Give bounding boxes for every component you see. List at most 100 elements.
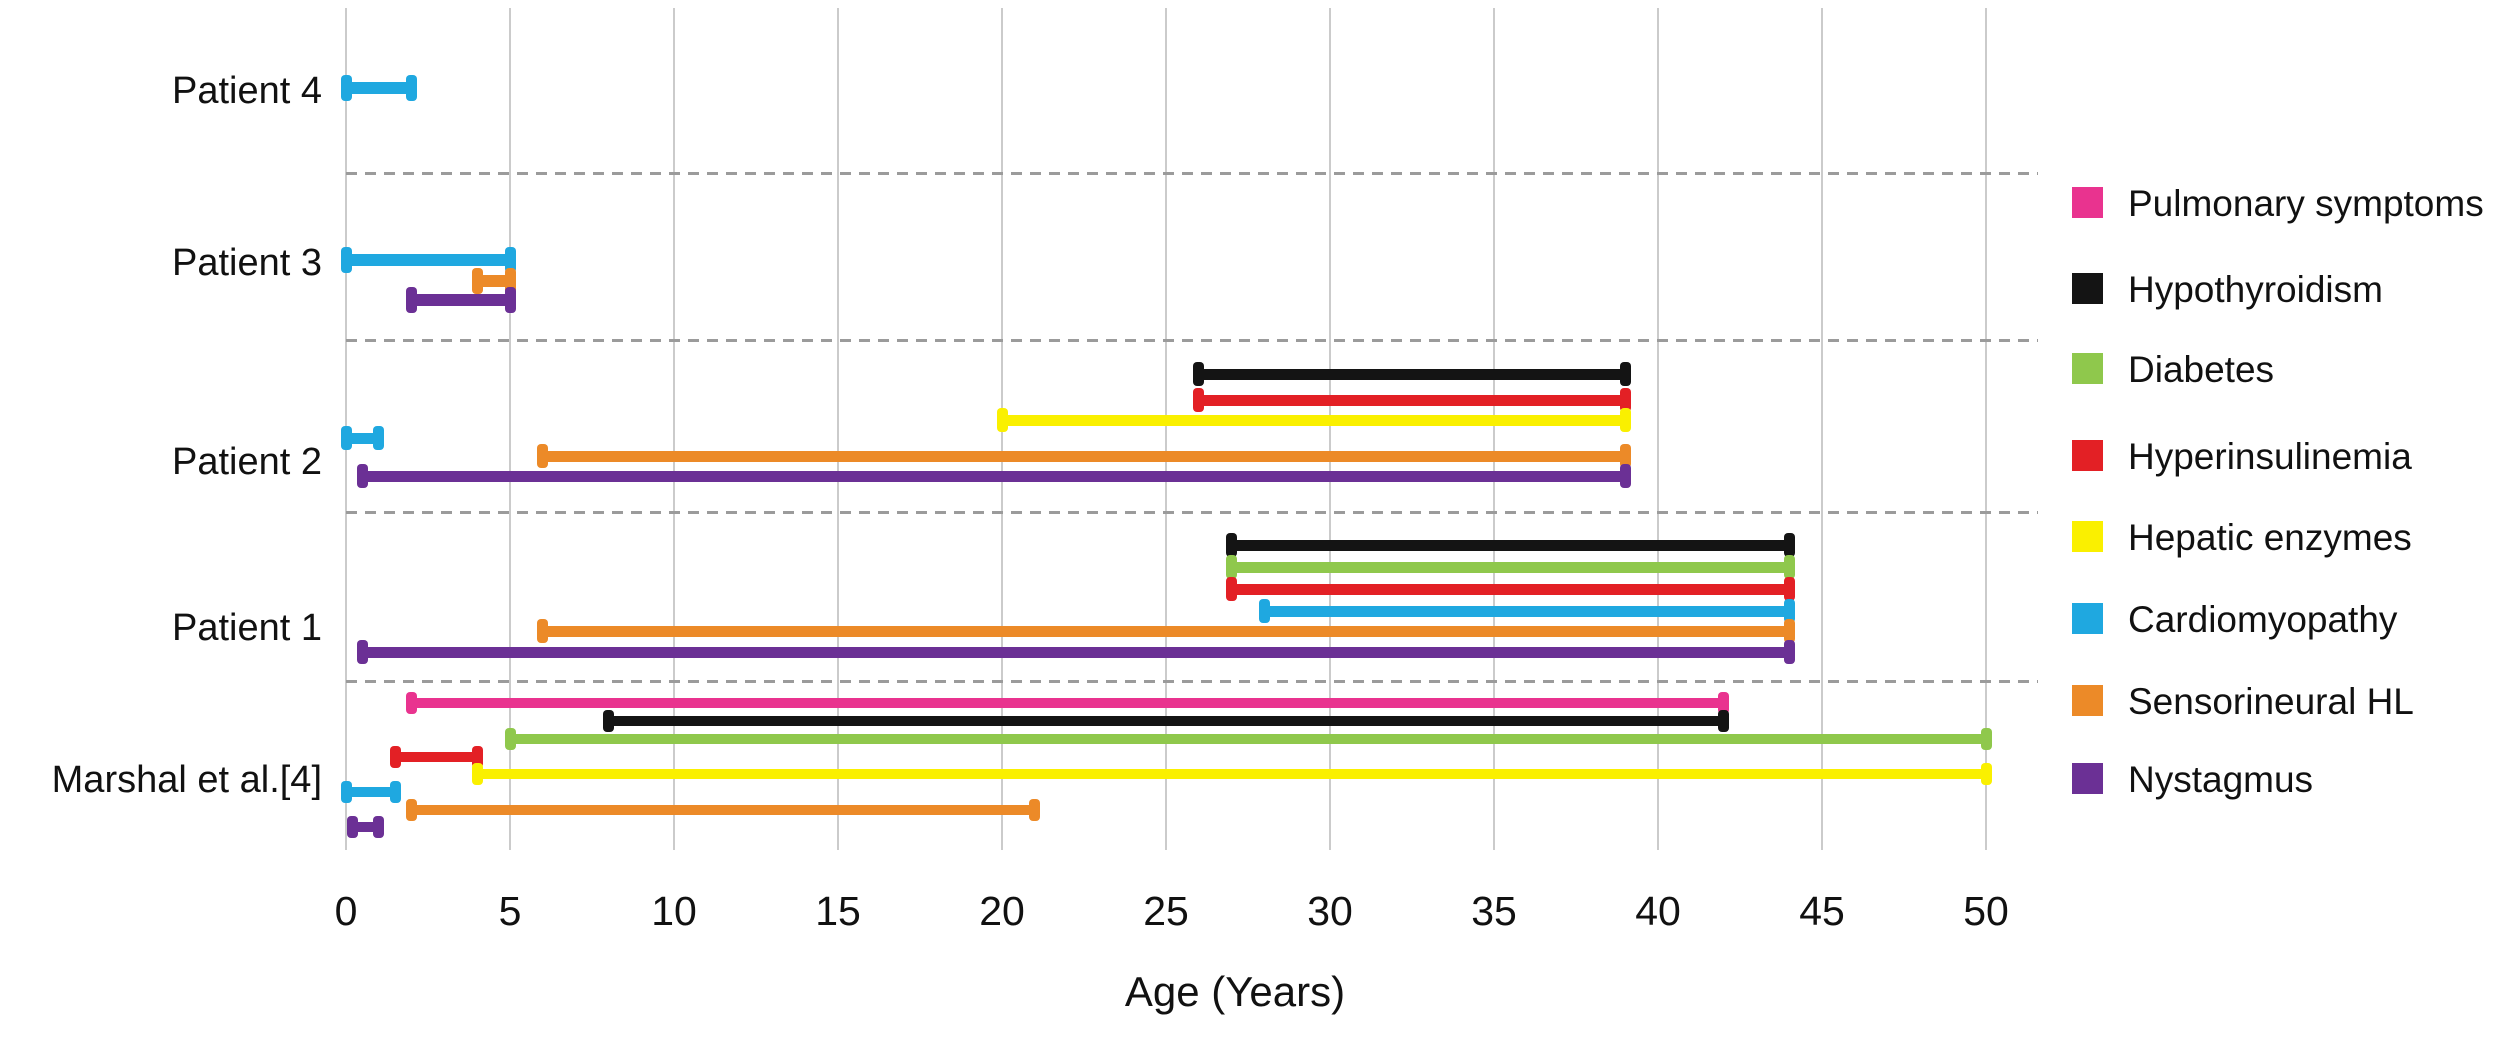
x-tick-label: 35: [1471, 888, 1517, 934]
bar-cap: [1783, 619, 1795, 643]
bar-cap: [1619, 388, 1631, 412]
bar-cap: [1226, 577, 1238, 601]
legend-swatch: [2072, 353, 2103, 384]
legend-label: Cardiomyopathy: [2128, 599, 2398, 640]
bar-cap: [1980, 728, 1992, 750]
bar-cap: [1619, 362, 1631, 386]
range-bar: [542, 625, 1790, 637]
legend-swatch: [2072, 273, 2103, 304]
bar-cap: [1193, 388, 1205, 412]
bar-cap: [1783, 533, 1795, 557]
gridline-year-45: [1821, 8, 1823, 850]
bar-cap: [996, 408, 1008, 432]
x-tick-label: 0: [334, 888, 358, 934]
range-bar: [1264, 605, 1790, 617]
bar-cap: [340, 781, 352, 803]
bar-cap: [340, 426, 352, 450]
range-bar: [510, 734, 1986, 744]
legend-label: Hypothyroidism: [2128, 269, 2383, 310]
gridline-year-30: [1329, 8, 1331, 850]
y-axis-label: Patient 3: [172, 242, 322, 284]
range-bar: [477, 275, 510, 287]
x-tick-label: 25: [1143, 888, 1189, 934]
bar-cap: [406, 692, 418, 714]
legend-swatch: [2072, 521, 2103, 552]
range-bar: [395, 752, 478, 762]
x-tick-label: 20: [979, 888, 1025, 934]
range-bar: [542, 450, 1626, 462]
gridline-year-50: [1985, 8, 1987, 850]
x-tick-label: 10: [651, 888, 697, 934]
range-bar: [1231, 539, 1790, 551]
bar-cap: [356, 640, 368, 664]
bar-cap: [347, 816, 359, 838]
group-separator: [346, 511, 2038, 514]
bar-cap: [1783, 640, 1795, 664]
range-bar: [362, 646, 1790, 658]
range-bar: [477, 769, 1986, 779]
range-bar: [1198, 368, 1626, 380]
legend-label: Diabetes: [2128, 349, 2275, 390]
bar-cap: [389, 781, 401, 803]
group-separator: [346, 680, 2038, 683]
x-tick-label: 40: [1635, 888, 1681, 934]
legend-swatch: [2072, 685, 2103, 716]
bar-cap: [340, 247, 352, 273]
bar-cap: [373, 426, 385, 450]
bar-cap: [1783, 577, 1795, 601]
bar-cap: [1029, 799, 1041, 821]
bar-cap: [1718, 692, 1730, 714]
legend-swatch: [2072, 440, 2103, 471]
range-bar: [411, 698, 1724, 708]
legend-label: Hyperinsulinemia: [2128, 436, 2412, 477]
range-bar: [362, 470, 1626, 482]
range-bar: [1198, 394, 1626, 406]
y-axis-label: Patient 1: [172, 607, 322, 649]
gridline-year-10: [673, 8, 675, 850]
bar-cap: [471, 268, 483, 294]
bar-cap: [1980, 763, 1992, 785]
x-tick-label: 15: [815, 888, 861, 934]
bar-cap: [406, 75, 418, 101]
range-bar: [1002, 414, 1626, 426]
legend-swatch: [2072, 763, 2103, 794]
x-tick-label: 30: [1307, 888, 1353, 934]
bar-cap: [537, 619, 549, 643]
range-bar: [411, 805, 1035, 815]
range-bar: [346, 82, 412, 94]
x-axis-title: Age (Years): [1124, 968, 1346, 1015]
bar-cap: [406, 287, 418, 313]
bar-cap: [504, 728, 516, 750]
bar-cap: [471, 746, 483, 768]
bar-cap: [1783, 599, 1795, 623]
y-axis-label: Patient 4: [172, 70, 322, 112]
bar-cap: [471, 763, 483, 785]
gridline-year-25: [1165, 8, 1167, 850]
bar-cap: [1226, 555, 1238, 579]
bar-cap: [504, 247, 516, 273]
bar-cap: [1193, 362, 1205, 386]
bar-cap: [1226, 533, 1238, 557]
bar-cap: [504, 268, 516, 294]
bar-cap: [356, 464, 368, 488]
x-tick-label: 50: [1963, 888, 2009, 934]
bar-cap: [340, 75, 352, 101]
bar-cap: [504, 287, 516, 313]
gridline-year-5: [509, 8, 511, 850]
legend-label: Hepatic enzymes: [2128, 517, 2412, 558]
bar-cap: [1619, 444, 1631, 468]
gridline-year-15: [837, 8, 839, 850]
bar-cap: [1718, 710, 1730, 732]
bar-cap: [406, 799, 418, 821]
range-bar: [346, 254, 510, 266]
range-bar: [608, 716, 1724, 726]
bar-cap: [1783, 555, 1795, 579]
x-tick-label: 45: [1799, 888, 1845, 934]
range-bar: [346, 432, 379, 444]
bar-cap: [373, 816, 385, 838]
group-separator: [346, 339, 2038, 342]
x-tick-label: 5: [498, 888, 522, 934]
range-bar: [411, 294, 510, 306]
legend-label: Sensorineural HL: [2128, 681, 2414, 722]
